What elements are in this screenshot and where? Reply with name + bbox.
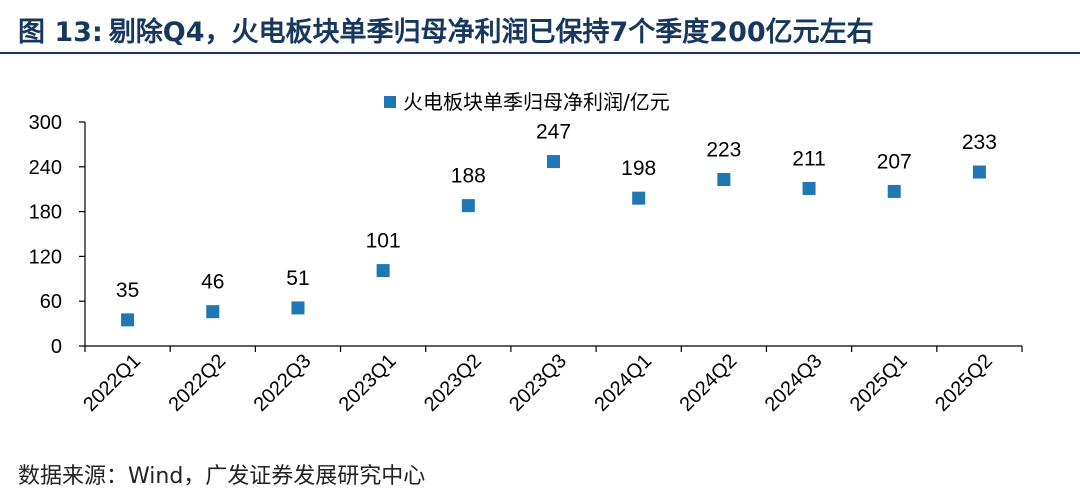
- legend-label: 火电板块单季归母净利润/亿元: [403, 90, 670, 114]
- legend: 火电板块单季归母净利润/亿元: [384, 90, 670, 114]
- data-point: [887, 184, 901, 198]
- figure-label: 图 13:: [18, 17, 103, 48]
- data-point: [972, 165, 986, 179]
- x-tick-label: 2025Q1: [846, 350, 912, 416]
- x-tick-label: 2024Q3: [761, 350, 827, 416]
- figure-title-text: 剔除Q4，火电板块单季归母净利润已保持7个季度200亿元左右: [108, 17, 874, 48]
- y-axis-ticks: 0 60 120 180 240 300: [29, 112, 85, 358]
- data-point: [547, 155, 560, 169]
- data-point: [376, 264, 390, 278]
- data-points: [121, 155, 986, 327]
- data-label: 51: [286, 267, 309, 290]
- data-point: [291, 301, 305, 315]
- data-label: 46: [201, 271, 224, 294]
- x-tick-label: 2022Q2: [164, 350, 230, 416]
- y-tick-label: 300: [29, 112, 62, 134]
- x-tick-label: 2023Q2: [420, 350, 486, 416]
- data-point: [632, 191, 646, 205]
- data-point: [717, 172, 731, 186]
- data-point: [802, 181, 816, 195]
- data-label: 247: [536, 121, 571, 144]
- y-tick-label: 120: [29, 246, 62, 268]
- x-tick-label: 2023Q3: [505, 350, 571, 416]
- y-tick-label: 240: [29, 157, 62, 179]
- data-label: 211: [792, 147, 825, 170]
- data-label: 188: [451, 165, 486, 188]
- data-label: 198: [621, 157, 656, 180]
- x-axis-ticks: 2022Q1 2022Q2 2022Q3 2023Q1 2023Q2 2023Q3 2024…: [79, 346, 1023, 416]
- x-tick-label: 2022Q1: [79, 350, 145, 416]
- data-point: [206, 305, 220, 319]
- x-tick-label: 2024Q2: [676, 350, 742, 416]
- data-label: 101: [366, 230, 401, 253]
- y-tick-label: 60: [40, 291, 62, 313]
- x-tick-label: 2023Q1: [335, 350, 401, 416]
- figure-title: 图 13: 剔除Q4，火电板块单季归母净利润已保持7个季度200亿元左右: [18, 10, 1068, 49]
- x-tick-label: 2022Q3: [250, 350, 316, 416]
- x-tick-label: 2024Q1: [590, 350, 656, 416]
- x-tick-label: 2025Q2: [931, 350, 997, 416]
- data-label: 207: [877, 150, 912, 173]
- data-labels: 35 46 51 101 188 247 198 223 211 207 233: [116, 121, 997, 302]
- data-label: 35: [116, 279, 139, 302]
- legend-marker: [384, 96, 396, 108]
- source-note: 数据来源：Wind，广发证券发展研究中心: [18, 464, 426, 489]
- data-label: 233: [962, 131, 997, 154]
- y-tick-label: 180: [29, 202, 62, 224]
- data-label: 223: [706, 138, 741, 161]
- title-divider: [0, 52, 1080, 54]
- data-point: [461, 199, 475, 213]
- y-tick-label: 0: [51, 336, 62, 358]
- data-point: [121, 313, 135, 327]
